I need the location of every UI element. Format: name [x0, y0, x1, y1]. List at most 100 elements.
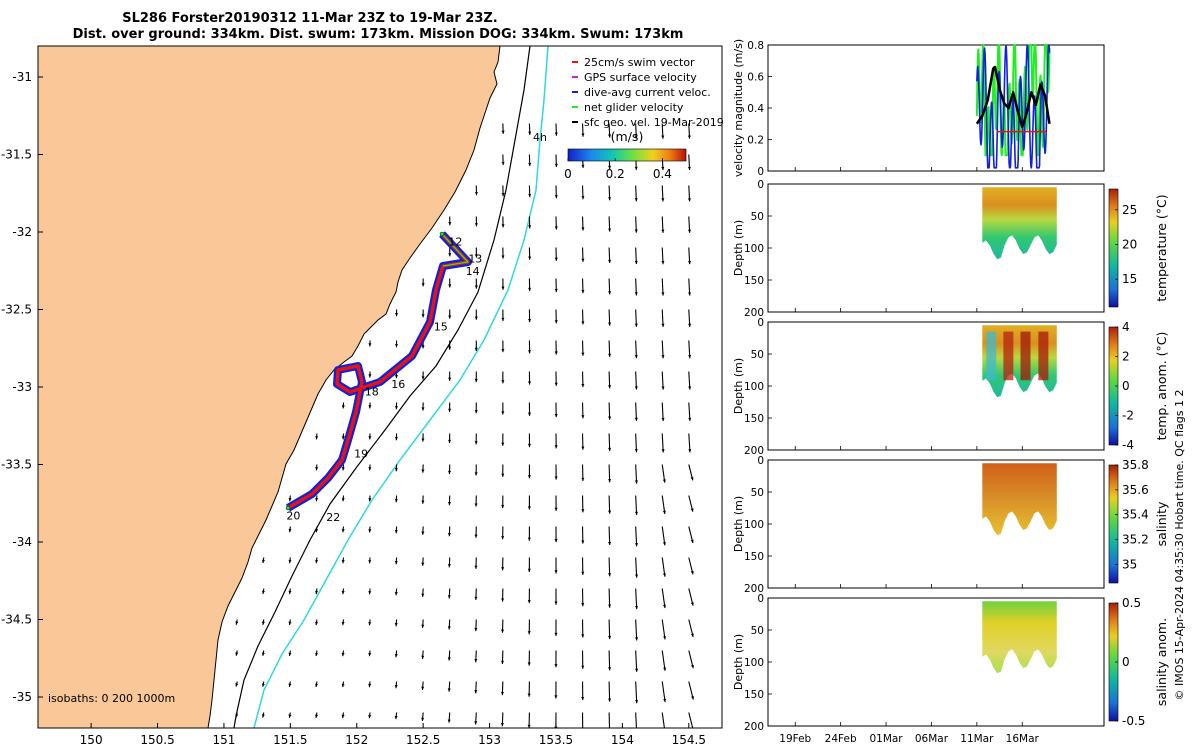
current-arrowhead	[528, 162, 532, 167]
current-arrowhead	[261, 652, 265, 656]
current-arrowhead	[394, 561, 398, 565]
current-arrowhead	[288, 683, 292, 687]
current-arrowhead	[634, 511, 639, 516]
current-arrowhead	[288, 714, 292, 718]
current-arrowhead	[663, 604, 667, 609]
current-arrow	[661, 619, 666, 640]
depth-colorbar-tick-label: 15	[1122, 272, 1137, 286]
map-xtick-label: 154	[611, 733, 634, 747]
depth-ytick-label: 200	[744, 721, 764, 733]
depth-ytick-label: 50	[751, 349, 764, 361]
current-arrowhead	[608, 353, 612, 358]
current-arrowhead	[527, 568, 531, 572]
current-arrowhead	[288, 590, 292, 595]
depth-colorbar-label: temperature (°C)	[1154, 194, 1169, 301]
map-xtick-label: 152.5	[406, 733, 440, 747]
current-arrowhead	[341, 498, 345, 502]
depth-ylabel: Depth (m)	[732, 496, 745, 552]
current-arrowhead	[501, 473, 505, 477]
day-label: 20	[286, 510, 300, 523]
current-arrowhead	[501, 255, 505, 259]
current-arrowhead	[581, 415, 585, 419]
current-arrowhead	[315, 621, 319, 626]
velocity-plot-frame	[767, 44, 1105, 172]
map-ytick-label: -33	[12, 380, 32, 394]
depth-colorbar-tick-label: 0	[1122, 379, 1130, 393]
current-arrowhead	[394, 592, 398, 596]
current-arrowhead	[421, 438, 425, 442]
current-arrowhead	[261, 559, 265, 564]
velocity-ytick-label: 0.2	[747, 135, 764, 147]
current-arrowhead	[501, 224, 505, 228]
current-arrowhead	[394, 623, 398, 627]
current-arrowhead	[368, 714, 372, 719]
map-xtick-label: 152	[345, 733, 368, 747]
current-arrowhead	[608, 228, 612, 232]
current-arrowhead	[474, 316, 478, 320]
current-arrowhead	[394, 715, 398, 720]
legend-entry: sfc geo. vel. 19-Mar-2019	[584, 116, 724, 129]
current-arrowhead	[554, 288, 558, 293]
current-arrowhead	[394, 406, 398, 410]
current-arrowhead	[634, 543, 639, 547]
current-arrowhead	[608, 541, 612, 546]
current-arrowhead	[447, 626, 451, 630]
current-arrowhead	[288, 559, 292, 564]
day-label: 16	[391, 378, 405, 391]
depth-colorbar-tick-label: 2	[1122, 350, 1130, 364]
depth-colorbar-label: salinity	[1154, 501, 1169, 546]
current-arrowhead	[662, 510, 666, 515]
current-arrowhead	[661, 260, 665, 265]
map-ytick-label: -35	[12, 690, 32, 704]
depth-colorbar-tick-label: -0.5	[1122, 714, 1145, 728]
current-arrowhead	[448, 346, 452, 350]
current-arrowhead	[288, 652, 292, 656]
current-arrow	[635, 557, 638, 578]
current-arrowhead	[608, 667, 612, 671]
day-label: 13	[468, 252, 482, 265]
current-arrowhead	[368, 560, 372, 564]
depth-colorbar-tick-label: 35.2	[1122, 533, 1149, 547]
depth-ytick-label: 0	[757, 317, 764, 329]
track-start-marker	[439, 231, 445, 237]
current-arrowhead	[690, 633, 694, 637]
trace-dive-avg-current	[976, 44, 1051, 169]
current-arrowhead	[474, 472, 478, 476]
current-arrowhead	[634, 135, 638, 139]
map-ytick-label: -34.5	[1, 613, 32, 627]
current-arrowhead	[661, 386, 665, 390]
current-arrowhead	[691, 696, 695, 700]
legend-entry: GPS surface velocity	[584, 71, 697, 84]
current-arrowhead	[474, 659, 478, 663]
map-ytick-label: -33.5	[1, 458, 32, 472]
current-arrowhead	[608, 447, 612, 452]
current-arrowhead	[634, 260, 638, 265]
depth-section-fill	[982, 601, 1057, 674]
depth-ytick-label: 100	[744, 519, 764, 531]
current-arrowhead	[554, 632, 558, 636]
current-arrowhead	[235, 683, 239, 687]
time-x-axis: 19Feb 24Feb 01Mar 06Mar 11Mar 16Mar	[779, 733, 1039, 745]
current-arrowhead	[368, 343, 372, 347]
depth-ylabel: Depth (m)	[732, 358, 745, 414]
depth-section-fill	[982, 463, 1057, 536]
current-arrow	[635, 681, 638, 704]
time-xtick-label: 19Feb	[779, 733, 811, 745]
current-arrowhead	[421, 407, 425, 411]
current-arrowhead	[394, 530, 398, 534]
current-arrowhead	[474, 503, 478, 507]
depth-colorbar-tick-label: -2	[1122, 409, 1134, 423]
current-arrowhead	[608, 134, 612, 138]
current-arrowhead	[528, 287, 532, 291]
current-arrowhead	[421, 376, 425, 380]
current-arrowhead	[421, 531, 425, 535]
current-arrowhead	[661, 449, 665, 453]
current-arrowhead	[528, 381, 532, 385]
current-arrowhead	[554, 413, 558, 418]
day-label: 14	[466, 265, 480, 278]
current-arrowhead	[688, 292, 692, 296]
speed-colorbar-label: (m/s)	[611, 129, 644, 144]
current-arrowhead	[235, 652, 239, 656]
